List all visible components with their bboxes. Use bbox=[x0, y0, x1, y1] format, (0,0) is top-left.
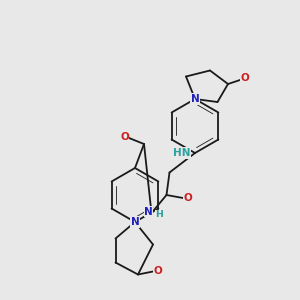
Text: HN: HN bbox=[173, 148, 190, 158]
Text: O: O bbox=[183, 193, 192, 203]
Text: N: N bbox=[130, 217, 140, 227]
Text: O: O bbox=[240, 73, 249, 83]
Text: N: N bbox=[190, 94, 200, 104]
Text: N: N bbox=[144, 206, 153, 217]
Text: H: H bbox=[155, 210, 163, 219]
Text: O: O bbox=[120, 131, 129, 142]
Text: O: O bbox=[153, 266, 162, 277]
